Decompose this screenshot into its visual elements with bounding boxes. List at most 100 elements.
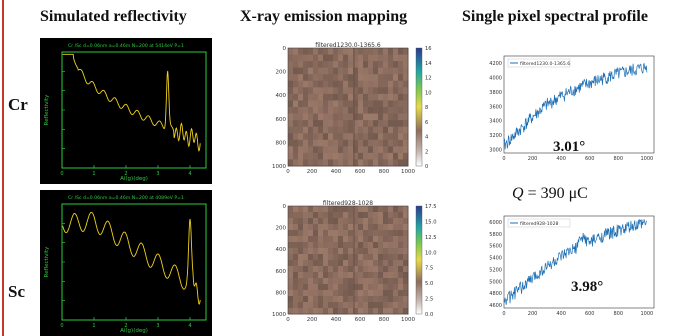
map-pixel xyxy=(338,302,344,309)
map-pixel xyxy=(393,152,399,160)
emission-map-cr: filtered1230.0-1365.60 200 400 600 800 100002… xyxy=(272,42,432,175)
map-pixel xyxy=(388,230,394,237)
map-pixel xyxy=(328,126,334,134)
map-pixel xyxy=(393,230,399,237)
map-pixel xyxy=(403,139,409,147)
map-pixel xyxy=(368,248,374,255)
map-pixel xyxy=(378,302,384,309)
map-pixel xyxy=(358,80,364,88)
map-pixel xyxy=(373,61,379,69)
map-pixel xyxy=(353,302,359,309)
map-pixel xyxy=(368,146,374,154)
map-pixel xyxy=(338,80,344,88)
map-pixel xyxy=(288,236,294,243)
map-pixel xyxy=(303,236,309,243)
map-pixel xyxy=(318,230,324,237)
map-pixel xyxy=(328,272,334,279)
map-pixel xyxy=(378,67,384,75)
map-pixel xyxy=(403,93,409,101)
map-pixel xyxy=(368,236,374,243)
map-pixel xyxy=(288,67,294,75)
map-pixel xyxy=(403,48,409,56)
map-pixel xyxy=(398,87,404,95)
map-pixel xyxy=(343,260,349,267)
x-tick-label: 0 xyxy=(60,171,63,177)
map-pixel xyxy=(318,146,324,154)
map-pixel xyxy=(373,54,379,62)
map-pixel xyxy=(343,146,349,154)
map-pixel xyxy=(398,152,404,160)
map-pixel xyxy=(393,278,399,285)
map-pixel xyxy=(343,230,349,237)
map-pixel xyxy=(348,278,354,285)
map-pixel xyxy=(308,248,314,255)
map-pixel xyxy=(308,67,314,75)
map-pixel xyxy=(363,224,369,231)
map-pixel xyxy=(378,308,384,315)
map-pixel xyxy=(293,242,299,249)
map-pixel xyxy=(303,87,309,95)
map-pixel xyxy=(363,302,369,309)
map-pixel xyxy=(378,113,384,121)
map-pixel xyxy=(318,152,324,160)
map-pixel xyxy=(373,212,379,219)
map-pixel xyxy=(388,254,394,261)
map-pixel xyxy=(298,48,304,56)
map-pixel xyxy=(373,278,379,285)
map-pixel xyxy=(363,146,369,154)
map-pixel xyxy=(348,48,354,56)
map-pixel xyxy=(318,67,324,75)
map-pixel xyxy=(288,278,294,285)
map-pixel xyxy=(298,272,304,279)
map-pixel xyxy=(358,230,364,237)
map-pixel xyxy=(378,139,384,147)
map-pixel xyxy=(313,230,319,237)
map-pixel xyxy=(358,266,364,273)
map-pixel xyxy=(308,139,314,147)
map-pixel xyxy=(313,266,319,273)
map-pixel xyxy=(368,80,374,88)
map-pixel xyxy=(363,242,369,249)
map-pixel xyxy=(318,266,324,273)
map-pixel xyxy=(403,67,409,75)
map-x-tick-label: 1000 xyxy=(401,317,415,323)
map-pixel xyxy=(388,308,394,315)
map-pixel xyxy=(298,100,304,108)
map-pixel xyxy=(308,113,314,121)
map-pixel xyxy=(378,296,384,303)
map-pixel xyxy=(293,80,299,88)
map-pixel xyxy=(358,93,364,101)
map-pixel xyxy=(353,236,359,243)
map-x-tick-label: 600 xyxy=(355,317,366,323)
map-pixel xyxy=(368,296,374,303)
map-pixel xyxy=(378,230,384,237)
map-pixel xyxy=(293,54,299,62)
map-pixel xyxy=(358,67,364,75)
x-tick-label: 4 xyxy=(188,171,191,177)
map-title: filtered1230.0-1365.6 xyxy=(315,42,381,49)
map-pixel xyxy=(403,236,409,243)
map-pixel xyxy=(323,272,329,279)
map-pixel xyxy=(318,113,324,121)
map-pixel xyxy=(368,290,374,297)
map-pixel xyxy=(318,218,324,225)
map-pixel xyxy=(358,120,364,128)
map-pixel xyxy=(333,48,339,56)
map-pixel xyxy=(313,296,319,303)
map-pixel xyxy=(373,272,379,279)
map-pixel xyxy=(383,278,389,285)
map-pixel xyxy=(318,139,324,147)
map-pixel xyxy=(308,236,314,243)
spectrum-frame xyxy=(503,55,655,154)
map-pixel xyxy=(383,100,389,108)
map-pixel xyxy=(303,152,309,160)
map-pixel xyxy=(333,54,339,62)
map-pixel xyxy=(293,133,299,141)
map-pixel xyxy=(383,290,389,297)
map-pixel xyxy=(308,74,314,82)
map-x-tick-label: 1000 xyxy=(401,169,415,175)
map-pixel xyxy=(398,126,404,134)
map-pixel xyxy=(348,74,354,82)
map-pixel xyxy=(333,272,339,279)
map-pixel xyxy=(308,146,314,154)
